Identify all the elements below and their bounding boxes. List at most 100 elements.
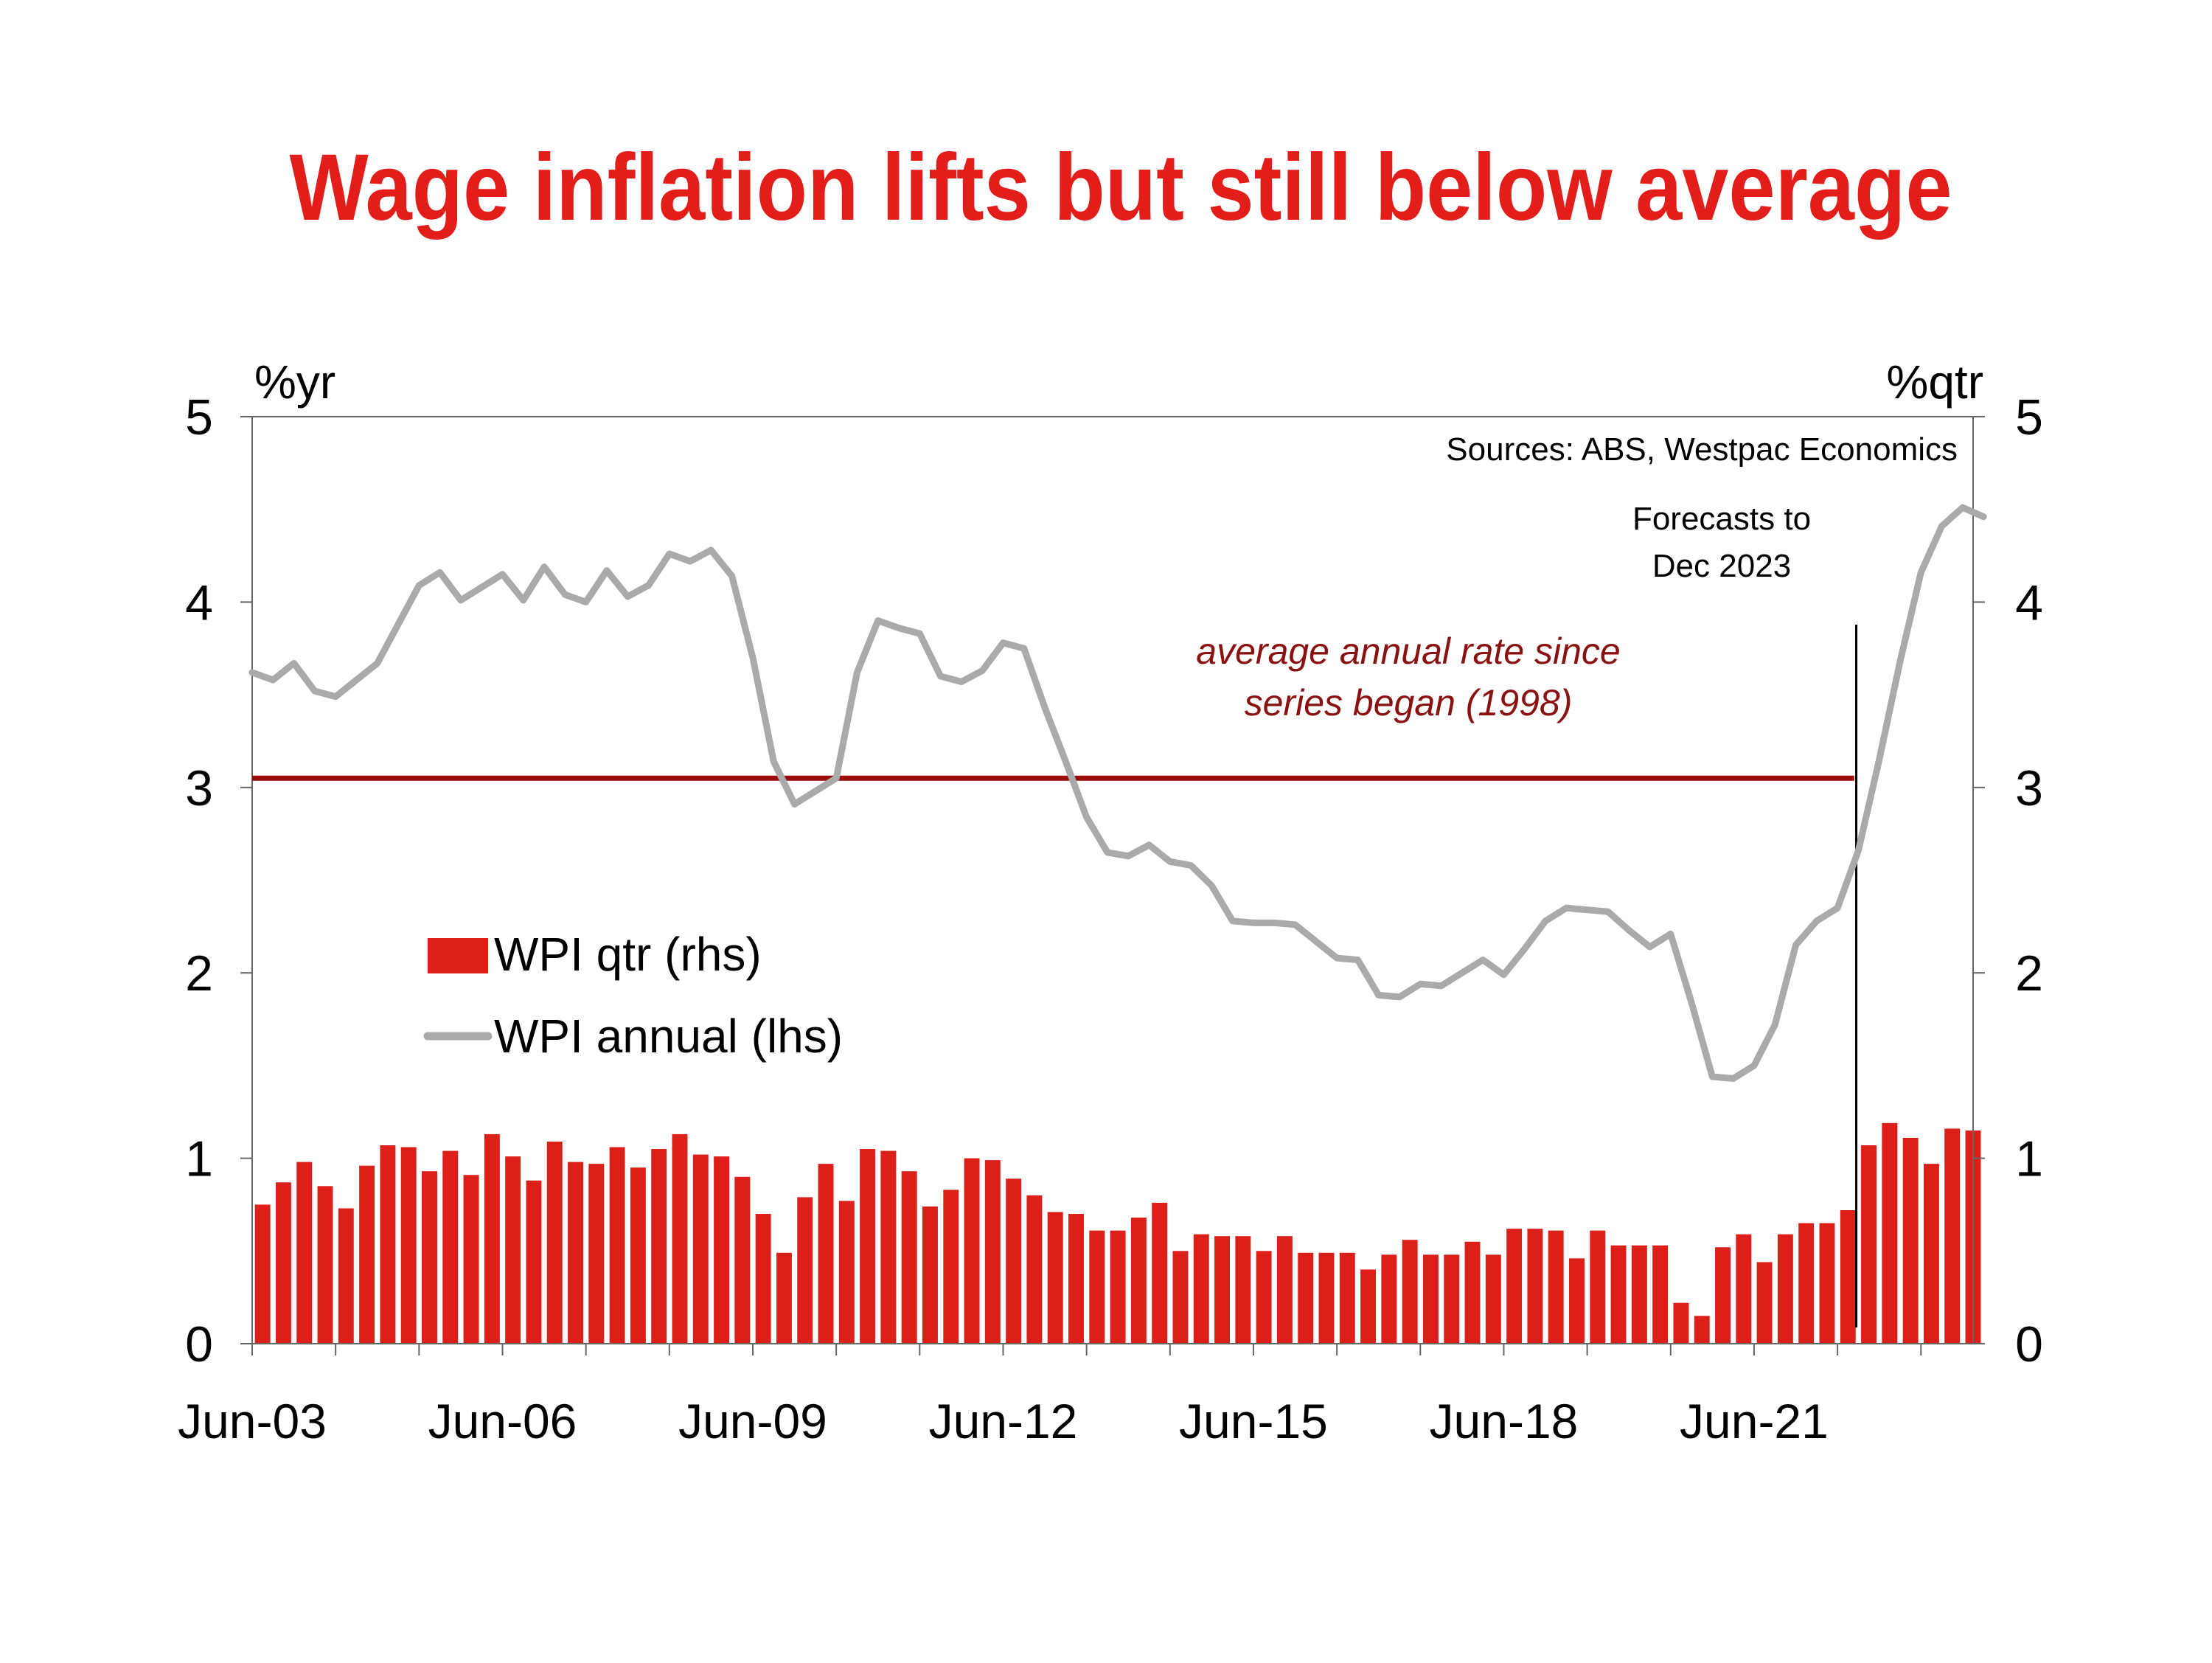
source-note: Sources: ABS, Westpac Economics xyxy=(1446,431,1958,468)
bar-39 xyxy=(1068,1214,1084,1344)
bar-41 xyxy=(1110,1230,1126,1344)
y-axis-left-label: %yr xyxy=(254,355,335,409)
x-tick-label-0: Jun-03 xyxy=(178,1394,327,1448)
bar-78 xyxy=(1882,1122,1898,1344)
bar-65 xyxy=(1610,1245,1627,1344)
bar-51 xyxy=(1318,1252,1335,1344)
bar-35 xyxy=(984,1160,1001,1344)
bar-71 xyxy=(1736,1234,1752,1344)
x-tick-label-5: Jun-18 xyxy=(1430,1394,1579,1448)
bar-7 xyxy=(400,1147,417,1344)
bar-8 xyxy=(422,1171,437,1344)
bar-43 xyxy=(1152,1202,1168,1344)
y-tick-label-right-2: 2 xyxy=(2015,945,2043,1001)
chart-title: Wage inflation lifts but still below ave… xyxy=(290,135,1952,240)
bar-31 xyxy=(901,1171,917,1344)
bar-76 xyxy=(1840,1209,1856,1344)
bar-13 xyxy=(526,1180,542,1344)
bar-25 xyxy=(776,1252,792,1344)
bar-64 xyxy=(1590,1230,1606,1344)
bar-9 xyxy=(442,1150,459,1344)
bar-55 xyxy=(1402,1240,1418,1344)
bar-62 xyxy=(1548,1230,1564,1344)
bar-17 xyxy=(609,1147,625,1344)
bar-series xyxy=(254,1122,1981,1344)
annual-line xyxy=(248,504,1987,1082)
bar-22 xyxy=(714,1156,730,1344)
bar-46 xyxy=(1214,1236,1230,1344)
bar-14 xyxy=(546,1141,563,1344)
bar-42 xyxy=(1130,1218,1147,1344)
bar-20 xyxy=(672,1133,688,1344)
bar-57 xyxy=(1444,1254,1460,1344)
y-tick-label-left-3: 3 xyxy=(185,760,213,816)
bar-80 xyxy=(1923,1164,1939,1344)
bar-32 xyxy=(922,1206,938,1344)
legend-label-bar: WPI qtr (rhs) xyxy=(494,928,762,981)
bar-67 xyxy=(1652,1245,1669,1344)
bar-74 xyxy=(1798,1223,1815,1344)
bar-52 xyxy=(1339,1252,1355,1344)
y-tick-label-left-4: 4 xyxy=(185,574,213,631)
average-label-line-2: series began (1998) xyxy=(1245,682,1573,723)
bar-3 xyxy=(317,1186,333,1344)
y-tick-label-right-5: 5 xyxy=(2015,389,2043,445)
legend-swatch-bar xyxy=(428,938,488,973)
bar-48 xyxy=(1256,1251,1272,1344)
bar-16 xyxy=(588,1164,605,1344)
x-tick-label-2: Jun-09 xyxy=(678,1394,827,1448)
bar-73 xyxy=(1777,1234,1793,1344)
bar-38 xyxy=(1047,1212,1063,1344)
bar-70 xyxy=(1715,1247,1731,1344)
legend: WPI qtr (rhs) WPI annual (lhs) xyxy=(423,928,843,1063)
bar-53 xyxy=(1360,1269,1377,1344)
bar-21 xyxy=(692,1154,709,1344)
bar-23 xyxy=(734,1176,751,1344)
bar-40 xyxy=(1089,1230,1105,1344)
bar-60 xyxy=(1506,1229,1523,1344)
forecast-note-line-2: Dec 2023 xyxy=(1652,548,1791,584)
bar-33 xyxy=(943,1190,959,1344)
bar-72 xyxy=(1756,1262,1773,1344)
x-tick-label-3: Jun-12 xyxy=(929,1394,1078,1448)
bar-56 xyxy=(1422,1254,1439,1344)
y-tick-label-left-5: 5 xyxy=(185,389,213,445)
bar-15 xyxy=(568,1162,583,1344)
bar-5 xyxy=(359,1165,375,1344)
bar-58 xyxy=(1464,1241,1481,1344)
bar-77 xyxy=(1861,1145,1877,1344)
axes xyxy=(240,416,1985,1355)
bar-68 xyxy=(1673,1302,1689,1344)
forecast-note-line-1: Forecasts to xyxy=(1632,501,1811,537)
y-tick-label-right-0: 0 xyxy=(2015,1316,2043,1372)
bar-2 xyxy=(296,1162,313,1344)
y-tick-label-left-1: 1 xyxy=(185,1131,213,1187)
average-label-line-1: average annual rate since xyxy=(1196,631,1620,672)
bar-19 xyxy=(651,1149,667,1344)
bar-4 xyxy=(338,1208,354,1344)
bar-69 xyxy=(1694,1316,1710,1344)
bar-61 xyxy=(1527,1229,1543,1344)
bar-36 xyxy=(1006,1178,1022,1344)
y-tick-label-left-2: 2 xyxy=(185,945,213,1001)
bar-66 xyxy=(1631,1245,1647,1344)
x-tick-label-6: Jun-21 xyxy=(1680,1394,1829,1448)
bar-29 xyxy=(860,1149,876,1344)
bar-47 xyxy=(1235,1236,1251,1344)
bar-26 xyxy=(797,1197,813,1344)
bar-34 xyxy=(964,1158,980,1344)
bar-11 xyxy=(484,1133,500,1344)
bar-54 xyxy=(1381,1254,1397,1344)
bar-37 xyxy=(1026,1195,1043,1344)
bar-24 xyxy=(755,1214,771,1344)
y-tick-label-right-1: 1 xyxy=(2015,1131,2043,1187)
bar-44 xyxy=(1172,1251,1189,1344)
x-tick-label-4: Jun-15 xyxy=(1179,1394,1328,1448)
bar-18 xyxy=(630,1167,646,1344)
bar-1 xyxy=(275,1182,291,1344)
bar-28 xyxy=(838,1201,855,1344)
y-tick-label-left-0: 0 xyxy=(185,1316,213,1372)
bar-59 xyxy=(1485,1254,1501,1344)
